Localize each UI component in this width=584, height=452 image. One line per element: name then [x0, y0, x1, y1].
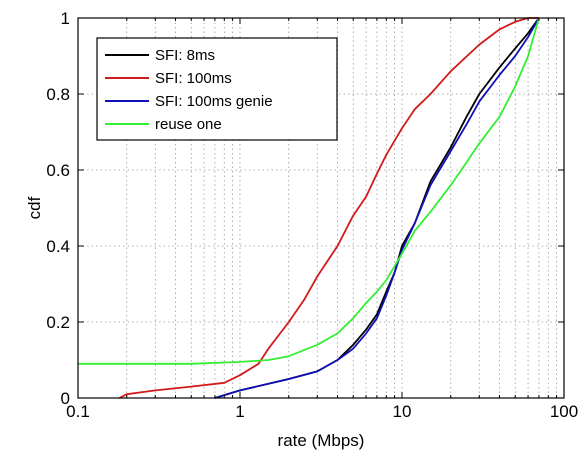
series-line: [78, 17, 540, 365]
legend-label: SFI: 100ms: [155, 70, 232, 87]
y-axis-title: cdf: [25, 196, 44, 219]
legend: SFI: 8ms SFI: 100ms SFI: 100ms genie reuse …: [96, 37, 338, 141]
y-tick-label: 0: [61, 389, 70, 408]
y-tick-label: 1: [61, 9, 70, 28]
plot-frame: [77, 17, 565, 399]
y-tick-label: 0.6: [46, 161, 70, 180]
series-line: [118, 17, 539, 399]
legend-label: reuse one: [155, 116, 222, 133]
x-axis-title: rate (Mbps): [278, 431, 365, 450]
x-tick-label: 0.1: [66, 402, 90, 421]
y-tick-label: 0.4: [46, 237, 70, 256]
legend-label: SFI: 100ms genie: [155, 93, 273, 110]
x-tick-label: 1: [235, 402, 244, 421]
series-lines: [78, 17, 540, 399]
y-tick-label: 0.8: [46, 85, 70, 104]
axis-ticks: [78, 17, 564, 399]
y-tick-label: 0.2: [46, 313, 70, 332]
x-tick-label: 100: [550, 402, 578, 421]
x-tick-label: 10: [393, 402, 412, 421]
y-tick-labels: 0 0.2 0.4 0.6 0.8 1: [46, 9, 70, 408]
x-tick-labels: 0.1 1 10 100: [66, 402, 578, 421]
legend-label: SFI: 8ms: [155, 47, 215, 64]
